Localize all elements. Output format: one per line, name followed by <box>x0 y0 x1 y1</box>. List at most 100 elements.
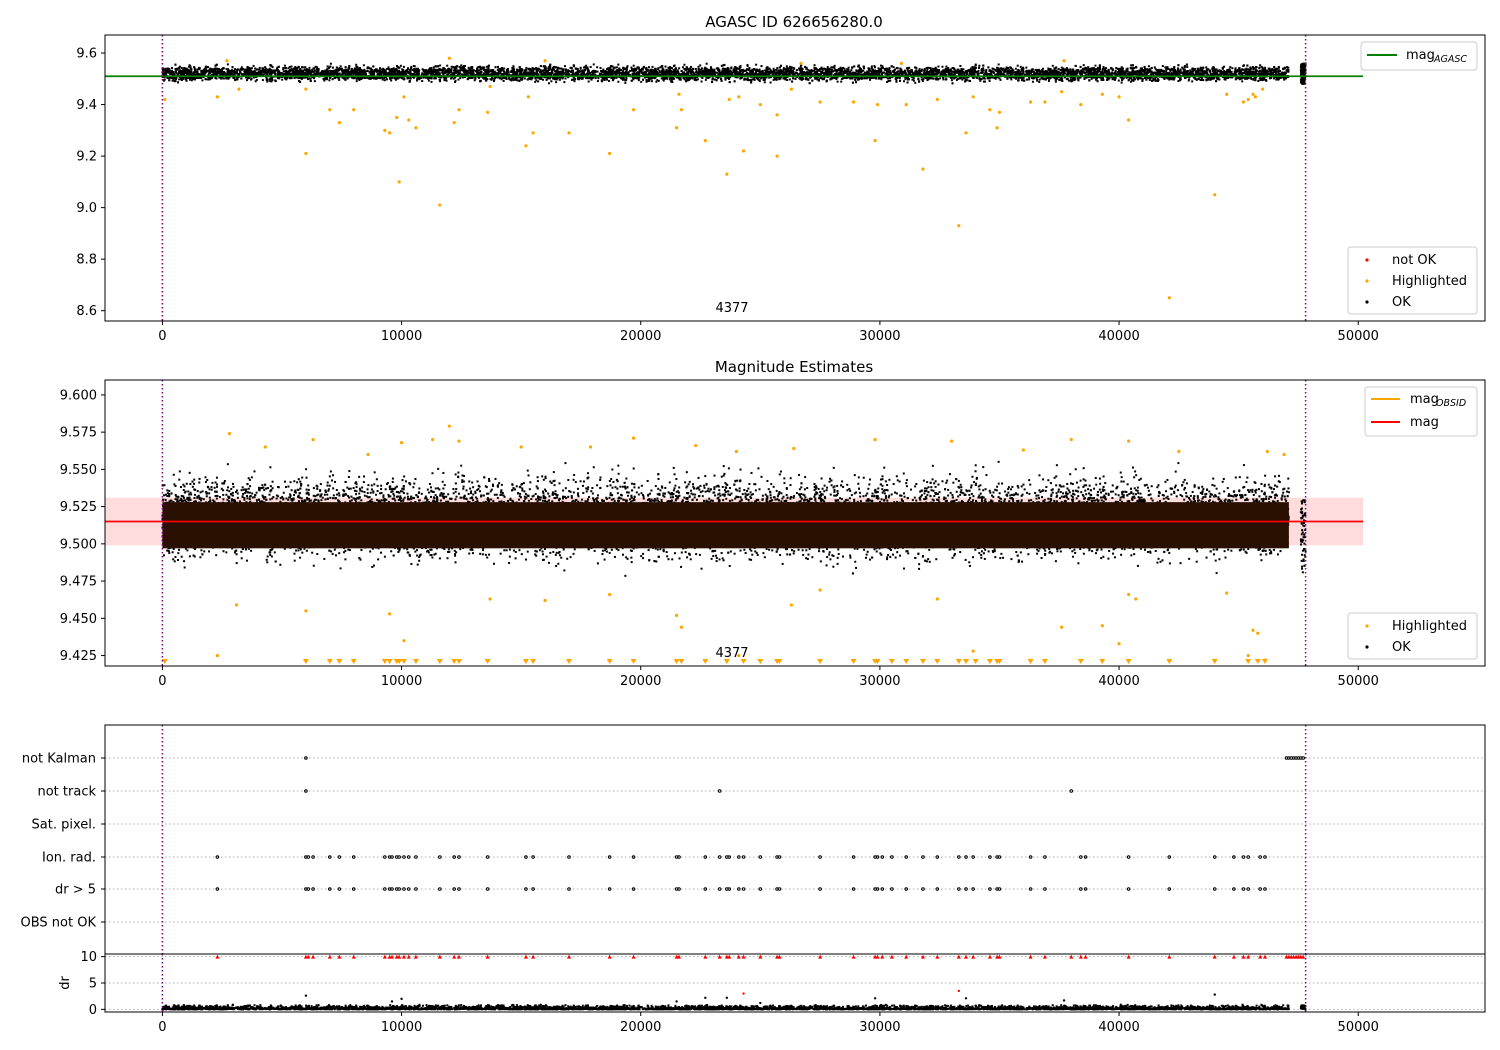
ok-point <box>863 67 866 70</box>
ok-point <box>1058 79 1061 82</box>
ok-point <box>775 71 778 74</box>
ok-point <box>839 66 842 69</box>
ok-point <box>788 67 791 70</box>
ok-point <box>326 74 329 77</box>
ok-point <box>1226 73 1229 76</box>
ok-point <box>326 78 329 81</box>
ok-point <box>1248 71 1251 74</box>
ok-point <box>839 68 842 71</box>
ok-point <box>317 69 320 72</box>
ok-point <box>1255 72 1258 75</box>
ok-point <box>1191 80 1194 83</box>
ok-point <box>226 63 229 66</box>
ok-point <box>499 72 502 75</box>
ok-point <box>185 79 188 82</box>
ok-point <box>1161 64 1164 67</box>
ok-point <box>622 69 625 72</box>
ok-point <box>390 79 393 82</box>
ok-point <box>1025 66 1028 69</box>
ok-point <box>1051 64 1054 67</box>
panel-agasc-title: AGASC ID 626656280.0 <box>705 13 883 31</box>
ok-point <box>288 65 291 68</box>
ok-point <box>870 71 873 74</box>
ok-point <box>1028 78 1031 81</box>
ok-point <box>381 78 384 81</box>
ok-point <box>690 65 693 68</box>
ok-point <box>1258 70 1261 73</box>
ok-point <box>705 62 708 65</box>
ok-point <box>897 72 900 75</box>
ok-point <box>1210 73 1213 76</box>
ok-point <box>1057 70 1060 73</box>
ok-point <box>737 67 740 70</box>
ok-point <box>1087 69 1090 72</box>
ok-point <box>1205 66 1208 69</box>
ok-point <box>1229 66 1232 69</box>
ok-point <box>1154 68 1157 71</box>
ok-point <box>704 78 707 81</box>
ok-point <box>695 70 698 73</box>
ok-point <box>823 67 826 70</box>
ok-point <box>858 77 861 80</box>
ok-point <box>934 77 937 80</box>
ok-point <box>355 80 358 83</box>
ok-point <box>664 65 667 68</box>
ok-point <box>519 78 522 81</box>
ok-point <box>1146 71 1149 74</box>
ok-point <box>497 70 500 73</box>
ok-point <box>885 76 888 79</box>
ok-point <box>232 76 235 79</box>
ok-point <box>707 77 710 80</box>
ok-point <box>880 72 883 75</box>
ok-point <box>1166 77 1169 80</box>
ok-point <box>596 70 599 73</box>
ok-point <box>835 77 838 80</box>
ok-point <box>1106 77 1109 80</box>
ok-point <box>816 78 819 81</box>
ok-point <box>690 76 693 79</box>
ok-point <box>635 69 638 72</box>
ok-point <box>819 67 822 70</box>
ok-point <box>969 67 972 70</box>
ok-point <box>858 66 861 69</box>
ok-point <box>446 64 449 67</box>
ok-point <box>894 68 897 71</box>
ok-point <box>1010 78 1013 81</box>
ok-point <box>945 65 948 68</box>
ok-point <box>727 77 730 80</box>
ok-point <box>763 81 766 84</box>
ok-point <box>1233 73 1236 76</box>
ok-point <box>850 69 853 72</box>
ok-point <box>225 68 228 71</box>
ok-point <box>332 66 335 69</box>
ok-point <box>257 68 260 71</box>
ok-point <box>1156 77 1159 80</box>
ok-point <box>1090 76 1093 79</box>
ok-point <box>757 78 760 81</box>
ok-point <box>532 69 535 72</box>
ok-point <box>290 65 293 68</box>
ok-point <box>1259 64 1262 67</box>
ok-point <box>596 80 599 83</box>
ok-point <box>922 78 925 81</box>
ok-point <box>329 62 332 65</box>
ok-point <box>862 69 865 72</box>
ok-point <box>254 80 257 83</box>
ok-point <box>944 71 947 74</box>
ok-point <box>339 65 342 68</box>
ok-point <box>516 79 519 82</box>
ok-point <box>831 70 834 73</box>
ok-point <box>1254 68 1257 71</box>
ok-point <box>636 66 639 69</box>
ok-point <box>597 77 600 80</box>
ok-point <box>1208 76 1211 79</box>
ok-point <box>1096 66 1099 69</box>
ok-point <box>1019 65 1022 68</box>
ok-point <box>1014 67 1017 70</box>
ok-point <box>478 76 481 79</box>
ok-point <box>334 72 337 75</box>
ok-point <box>413 65 416 68</box>
ok-point <box>909 69 912 72</box>
ok-point <box>364 70 367 73</box>
ok-point <box>950 72 953 75</box>
